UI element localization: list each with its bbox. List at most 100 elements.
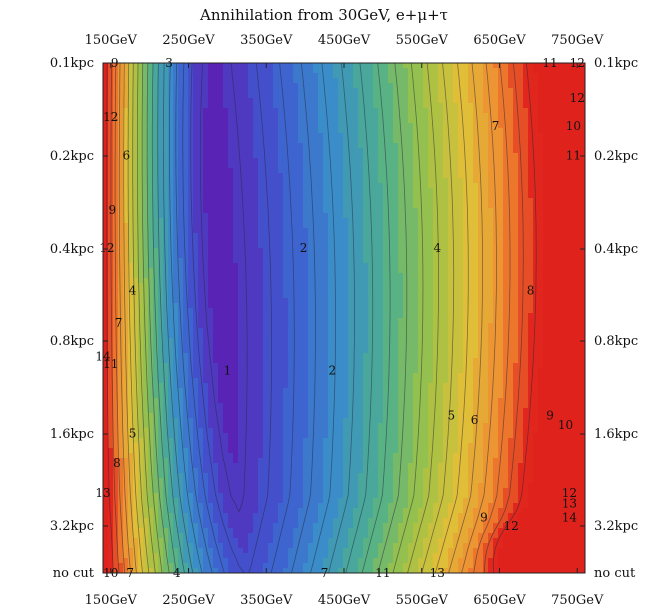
contour-cell — [263, 193, 269, 199]
contour-cell — [208, 178, 214, 184]
contour-cell — [113, 203, 119, 209]
contour-cell — [223, 83, 229, 89]
contour-cell — [343, 78, 349, 84]
contour-cell — [428, 188, 434, 194]
contour-cell — [103, 258, 109, 264]
contour-cell — [423, 288, 429, 294]
contour-cell — [273, 63, 279, 69]
contour-cell — [363, 153, 369, 159]
contour-cell — [313, 178, 319, 184]
contour-cell — [273, 208, 279, 214]
contour-cell — [523, 313, 529, 319]
contour-cell — [293, 73, 299, 79]
contour-cell — [193, 203, 199, 209]
contour-cell — [348, 158, 354, 164]
contour-cell — [248, 303, 254, 309]
contour-cell — [523, 123, 529, 129]
contour-cell — [408, 133, 414, 139]
contour-cell — [128, 118, 134, 124]
contour-cell — [198, 273, 204, 279]
contour-cell — [418, 163, 424, 169]
contour-cell — [488, 308, 494, 314]
contour-cell — [428, 238, 434, 244]
contour-cell — [558, 198, 564, 204]
contour-cell — [548, 168, 554, 174]
contour-cell — [363, 208, 369, 214]
contour-cell — [313, 153, 319, 159]
contour-cell — [148, 233, 154, 239]
contour-cell — [183, 178, 189, 184]
contour-cell — [418, 293, 424, 299]
contour-cell — [568, 188, 574, 194]
contour-cell — [203, 88, 209, 94]
contour-cell — [383, 78, 389, 84]
contour-cell — [113, 238, 119, 244]
contour-cell — [158, 278, 164, 284]
contour-cell — [283, 238, 289, 244]
contour-cell — [528, 228, 534, 234]
contour-cell — [198, 263, 204, 269]
contour-cell — [138, 163, 144, 169]
contour-cell — [153, 278, 159, 284]
contour-cell — [403, 103, 409, 109]
contour-cell — [133, 258, 139, 264]
contour-cell — [398, 113, 404, 119]
contour-cell — [208, 78, 214, 84]
contour-cell — [343, 308, 349, 314]
contour-cell — [193, 288, 199, 294]
contour-cell — [103, 98, 109, 104]
contour-cell — [288, 253, 294, 259]
contour-cell — [308, 248, 314, 254]
contour-cell — [283, 118, 289, 124]
contour-cell — [278, 223, 284, 229]
contour-cell — [178, 123, 184, 129]
contour-cell — [308, 238, 314, 244]
contour-cell — [233, 73, 239, 79]
contour-cell — [253, 223, 259, 229]
contour-cell — [288, 248, 294, 254]
contour-cell — [488, 278, 494, 284]
contour-cell — [123, 113, 129, 119]
contour-cell — [173, 63, 179, 69]
contour-cell — [428, 223, 434, 229]
contour-cell — [223, 173, 229, 179]
contour-cell — [103, 298, 109, 304]
contour-cell — [523, 188, 529, 194]
contour-cell — [488, 208, 494, 214]
contour-cell — [253, 193, 259, 199]
contour-cell — [143, 208, 149, 214]
contour-cell — [388, 173, 394, 179]
contour-cell — [303, 268, 309, 274]
contour-cell — [543, 168, 549, 174]
contour-cell — [428, 143, 434, 149]
contour-cell — [248, 308, 254, 314]
contour-cell — [453, 148, 459, 154]
contour-cell — [203, 243, 209, 249]
contour-cell — [313, 188, 319, 194]
contour-cell — [563, 163, 569, 169]
contour-cell — [183, 108, 189, 114]
contour-cell — [423, 298, 429, 304]
contour-cell — [328, 148, 334, 154]
contour-cell — [433, 193, 439, 199]
contour-cell — [553, 313, 559, 319]
contour-cell — [393, 133, 399, 139]
contour-cell — [523, 223, 529, 229]
contour-cell — [368, 288, 374, 294]
contour-cell — [383, 118, 389, 124]
contour-cell — [263, 208, 269, 214]
contour-cell — [348, 63, 354, 69]
contour-cell — [413, 138, 419, 144]
contour-cell — [243, 238, 249, 244]
contour-cell — [413, 133, 419, 139]
contour-cell — [223, 298, 229, 304]
contour-cell — [333, 213, 339, 219]
contour-cell — [193, 188, 199, 194]
contour-cell — [168, 133, 174, 139]
contour-cell — [563, 193, 569, 199]
contour-cell — [508, 223, 514, 229]
contour-cell — [528, 313, 534, 319]
contour-cell — [578, 223, 584, 229]
contour-cell — [318, 188, 324, 194]
contour-cell — [488, 128, 494, 134]
